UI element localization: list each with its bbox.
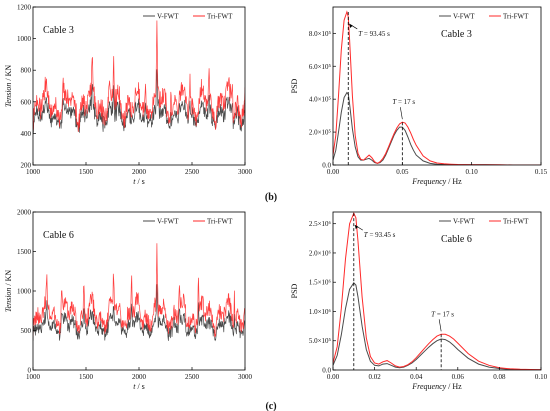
legend-label-v-fwt: V-FWT — [453, 218, 475, 226]
x-tick-label: 1500 — [79, 168, 94, 176]
x-tick-label: 3000 — [238, 168, 253, 176]
series-line-v-fwt — [333, 91, 541, 165]
period-marker-arrow — [438, 319, 442, 332]
y-tick-label: 0.0 — [322, 367, 331, 375]
x-tick-label: 1000 — [26, 373, 41, 381]
x-tick-label: 2500 — [185, 168, 200, 176]
series-line-v-fwt — [333, 281, 541, 370]
legend-label-tri-fwt: Tri-FWT — [503, 218, 529, 226]
x-tick-label: 0.00 — [327, 373, 340, 381]
x-axis-label: t / s — [133, 382, 145, 391]
x-tick-label: 2500 — [185, 373, 200, 381]
period-marker-label: T = 93.45 s — [358, 30, 390, 38]
legend-label-v-fwt: V-FWT — [453, 13, 475, 21]
y-axis-label: Tension / KN — [4, 270, 13, 313]
y-tick-label: 0.0 — [322, 162, 331, 170]
y-tick-label: 500 — [21, 327, 32, 335]
cable-annotation: Cable 3 — [43, 25, 74, 36]
x-tick-label: 0.08 — [493, 373, 506, 381]
x-axis-label: t / s — [133, 177, 145, 186]
legend-label-tri-fwt: Tri-FWT — [207, 218, 233, 226]
y-tick-label: 1500 — [17, 248, 32, 256]
x-axis-label: Frequency / Hz — [411, 382, 462, 391]
y-axis-label: Tension / KN — [4, 65, 13, 108]
y-tick-label: 8.0×10⁵ — [309, 30, 332, 38]
y-tick-label: 400 — [21, 130, 32, 138]
x-tick-label: 0.10 — [466, 168, 479, 176]
y-axis-label: PSD — [290, 78, 299, 93]
y-tick-label: 0 — [28, 367, 32, 375]
series-line-v-fwt — [33, 69, 245, 136]
x-tick-label: 1500 — [79, 373, 94, 381]
x-tick-label: 0.06 — [452, 373, 465, 381]
y-tick-label: 6.0×10⁵ — [309, 63, 332, 71]
x-tick-label: 2000 — [132, 373, 147, 381]
x-tick-label: 0.02 — [368, 373, 381, 381]
y-tick-label: 2000 — [17, 209, 32, 217]
x-tick-label: 1000 — [26, 168, 41, 176]
period-marker-arrow — [400, 107, 403, 120]
y-axis-label: PSD — [290, 283, 299, 298]
legend-label-tri-fwt: Tri-FWT — [207, 13, 233, 21]
y-tick-label: 1000 — [17, 35, 32, 43]
legend-label-tri-fwt: Tri-FWT — [503, 13, 529, 21]
y-tick-label: 800 — [21, 67, 32, 75]
cable-annotation: Cable 6 — [441, 234, 472, 245]
period-marker-label: T = 17 s — [392, 98, 415, 106]
y-tick-label: 1200 — [17, 4, 32, 12]
period-marker-arrowhead — [349, 23, 353, 28]
period-marker-label: T = 17 s — [431, 310, 454, 318]
y-tick-label: 5.0×10⁵ — [309, 337, 332, 345]
x-tick-label: 0.10 — [535, 373, 548, 381]
legend-label-v-fwt: V-FWT — [157, 13, 179, 21]
cable-annotation: Cable 3 — [441, 29, 472, 40]
x-tick-label: 3000 — [238, 373, 253, 381]
y-tick-label: 4.0×10⁵ — [309, 96, 332, 104]
x-tick-label: 0.15 — [535, 168, 548, 176]
series-line-tri-fwt — [33, 20, 245, 132]
y-tick-label: 1000 — [17, 288, 32, 296]
y-tick-label: 600 — [21, 98, 32, 106]
y-tick-label: 1.0×10⁶ — [309, 308, 332, 316]
series-line-tri-fwt — [333, 10, 541, 165]
plot-frame — [332, 6, 542, 166]
y-tick-label: 2.5×10⁶ — [309, 220, 332, 228]
period-marker-label: T = 93.45 s — [364, 231, 396, 239]
period-marker-arrowhead — [354, 225, 359, 230]
series-line-tri-fwt — [33, 243, 245, 338]
series-line-v-fwt — [33, 284, 245, 342]
panel-label-c: (c) — [265, 401, 276, 411]
series-line-tri-fwt — [333, 212, 541, 370]
x-tick-label: 0.05 — [396, 168, 409, 176]
panel-label-b: (b) — [265, 192, 277, 203]
y-tick-label: 2.0×10⁵ — [309, 129, 332, 137]
cable-annotation: Cable 6 — [43, 230, 74, 241]
y-tick-label: 200 — [21, 162, 32, 170]
legend-label-v-fwt: V-FWT — [157, 218, 179, 226]
x-tick-label: 0.04 — [410, 373, 423, 381]
y-tick-label: 1.5×10⁶ — [309, 279, 332, 287]
x-tick-label: 0.00 — [327, 168, 340, 176]
y-tick-label: 2.0×10⁶ — [309, 249, 332, 257]
plot-frame — [332, 211, 542, 371]
x-tick-label: 2000 — [132, 168, 147, 176]
x-axis-label: Frequency / Hz — [411, 177, 462, 186]
